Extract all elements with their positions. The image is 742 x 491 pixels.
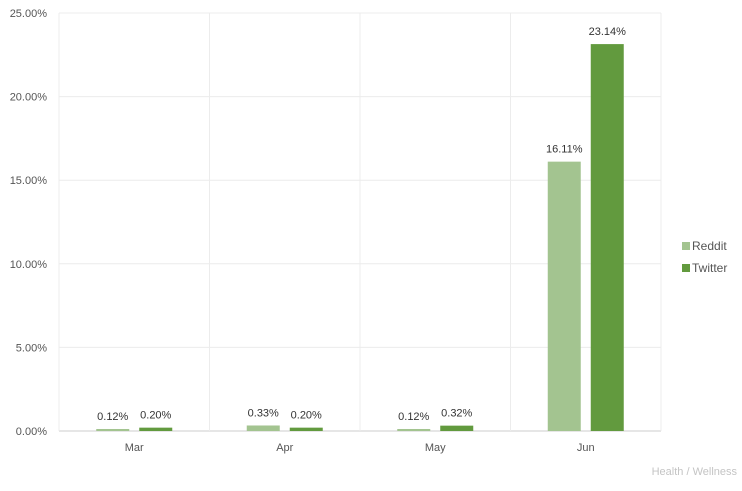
y-tick-label: 25.00% xyxy=(10,8,48,20)
legend-swatch-twitter xyxy=(682,264,690,272)
data-label-twitter-mar: 0.20% xyxy=(140,410,171,422)
y-tick-label: 15.00% xyxy=(10,175,48,187)
bar-reddit-may xyxy=(397,428,431,431)
bar-twitter-apr xyxy=(289,427,323,431)
data-label-twitter-apr: 0.20% xyxy=(291,410,322,422)
x-axis-ticks: Mar Apr May Jun xyxy=(125,442,595,454)
bar-twitter-jun xyxy=(590,44,624,431)
data-label-twitter-may: 0.32% xyxy=(441,408,472,420)
y-tick-label: 10.00% xyxy=(10,259,48,271)
data-label-reddit-apr: 0.33% xyxy=(248,407,279,419)
x-tick-label: Jun xyxy=(577,442,595,454)
category-footnote: Health / Wellness xyxy=(651,466,737,478)
x-tick-label: Apr xyxy=(276,442,293,454)
bar-reddit-mar xyxy=(96,428,130,431)
y-tick-label: 5.00% xyxy=(16,342,47,354)
bar-reddit-apr xyxy=(246,425,280,431)
legend-label-twitter: Twitter xyxy=(692,261,727,275)
x-tick-label: May xyxy=(425,442,446,454)
grid xyxy=(58,12,662,432)
y-axis-ticks: 0.00% 5.00% 10.00% 15.00% 20.00% 25.00% xyxy=(10,8,48,438)
data-label-reddit-may: 0.12% xyxy=(398,411,429,423)
data-labels: 0.12% 0.20% 0.33% 0.20% 0.12% 0.32% 16.11% 23.1… xyxy=(97,26,626,423)
x-tick-label: Mar xyxy=(125,442,144,454)
bar-twitter-mar xyxy=(139,427,173,431)
data-label-reddit-jun: 16.11% xyxy=(546,144,583,156)
data-label-reddit-mar: 0.12% xyxy=(97,411,128,423)
bar-reddit-jun xyxy=(547,161,581,431)
legend-label-reddit: Reddit xyxy=(692,239,727,253)
y-tick-label: 20.00% xyxy=(10,92,48,104)
y-tick-label: 0.00% xyxy=(16,426,47,438)
legend: Reddit Twitter xyxy=(682,239,727,275)
data-label-twitter-jun: 23.14% xyxy=(589,26,627,38)
bar-twitter-may xyxy=(440,425,474,431)
bars xyxy=(96,44,624,431)
legend-swatch-reddit xyxy=(682,242,690,250)
